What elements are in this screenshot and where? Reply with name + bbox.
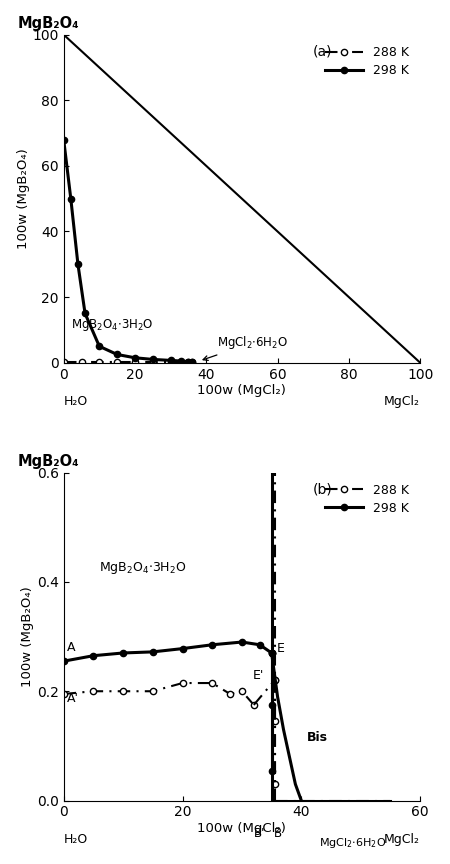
Text: MgB$_2$O$_4$$\cdot$3H$_2$O: MgB$_2$O$_4$$\cdot$3H$_2$O <box>99 560 187 576</box>
Text: (b): (b) <box>313 482 333 497</box>
Legend: 288 K, 298 K: 288 K, 298 K <box>320 41 414 82</box>
Text: MgCl$_2$$\cdot$6H$_2$O: MgCl$_2$$\cdot$6H$_2$O <box>319 836 387 850</box>
Text: A: A <box>67 641 75 654</box>
Text: E': E' <box>252 670 264 683</box>
Text: H₂O: H₂O <box>64 396 88 409</box>
Text: Bis: Bis <box>307 731 328 744</box>
Text: B': B' <box>254 827 266 840</box>
X-axis label: 100w (MgCl₂): 100w (MgCl₂) <box>198 384 286 397</box>
Text: (a): (a) <box>313 45 333 59</box>
Text: MgCl₂: MgCl₂ <box>384 396 420 409</box>
Y-axis label: 100w (MgB₂O₄): 100w (MgB₂O₄) <box>17 149 30 249</box>
Text: MgB₂O₄: MgB₂O₄ <box>18 454 79 469</box>
Text: MgCl$_2$$\cdot$6H$_2$O: MgCl$_2$$\cdot$6H$_2$O <box>203 334 288 360</box>
Text: B: B <box>274 827 282 840</box>
Text: E: E <box>276 642 284 655</box>
Text: MgB$_2$O$_4$$\cdot$3H$_2$O: MgB$_2$O$_4$$\cdot$3H$_2$O <box>71 317 153 334</box>
Legend: 288 K, 298 K: 288 K, 298 K <box>320 479 414 520</box>
Text: H₂O: H₂O <box>64 834 88 847</box>
Text: A': A' <box>67 692 79 705</box>
X-axis label: 100w (MgCl₂): 100w (MgCl₂) <box>198 823 286 835</box>
Text: MgB₂O₄: MgB₂O₄ <box>18 16 79 31</box>
Y-axis label: 100w (MgB₂O₄): 100w (MgB₂O₄) <box>21 586 34 687</box>
Text: MgCl₂: MgCl₂ <box>384 834 420 847</box>
